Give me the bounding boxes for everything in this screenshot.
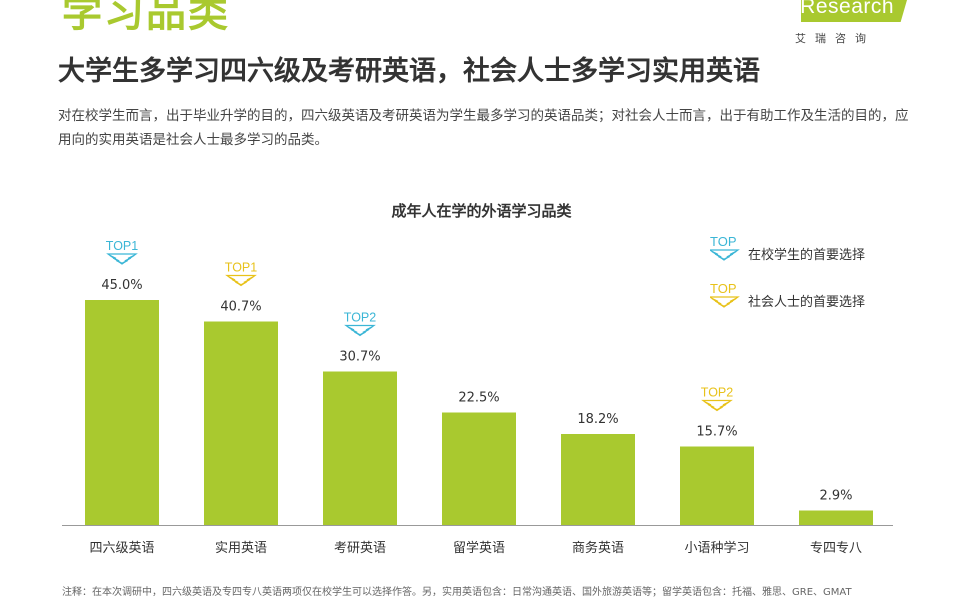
logo-text: iResearch [795,0,895,18]
svg-text:TOP1: TOP1 [225,261,257,275]
top-badge-2: TOP2 [344,311,376,337]
legend-label-student: 在校学生的首要选择 [748,248,866,263]
svg-text:TOP2: TOP2 [701,386,733,400]
bar-1 [204,321,278,525]
data-label-6: 2.9% [819,489,852,504]
category-label-4: 商务英语 [572,540,624,556]
footnote: 注释：在本次调研中，四六级英语及专四专八英语两项仅在校学生可以选择作答。另，实用… [62,587,852,598]
logo-chinese-name: 艾瑞咨询 [795,32,875,45]
category-label-0: 四六级英语 [89,541,154,556]
top-badge-3: TOP2 [701,386,733,412]
main-title: 大学生多学习四六级及考研英语，社会人士多学习实用英语 [58,56,760,87]
category-label-3: 留学英语 [453,540,505,556]
bar-2 [323,371,397,525]
bar-0 [85,300,159,525]
bar-chart: 45.0% 四六级英语 40.7% 实用英语 30.7% 考研英语 22.5% 留学英语 18.… [62,239,893,556]
section-title: 学习品类 [62,0,230,36]
data-label-5: 15.7% [696,425,737,440]
description: 对在校学生而言，出于毕业升学的目的，四六级英语及考研英语为学生最多学习的英语品类… [58,108,909,148]
data-label-1: 40.7% [220,300,261,315]
bar-3 [442,412,516,525]
top-badge-1: TOP1 [225,261,257,287]
bar-6 [799,510,873,525]
bar-5 [680,446,754,525]
svg-text:TOP1: TOP1 [106,239,138,253]
logo-badge [801,0,907,22]
data-label-2: 30.7% [339,350,380,365]
data-label-4: 18.2% [577,412,618,427]
data-label-0: 45.0% [101,278,142,293]
top-badge-icon-yellow: TOP [710,281,740,308]
top-badge-icon-blue: TOP [710,234,740,261]
legend-label-social: 社会人士的首要选择 [748,295,866,310]
svg-text:TOP2: TOP2 [344,311,376,325]
svg-text:TOP: TOP [710,234,737,249]
bar-4 [561,434,635,525]
data-label-3: 22.5% [458,391,499,406]
category-label-2: 考研英语 [334,541,386,556]
svg-text:TOP: TOP [710,281,737,296]
top-badge-0: TOP1 [106,239,138,265]
category-label-5: 小语种学习 [684,540,749,556]
category-label-6: 专四专八 [810,541,862,556]
iresearch-logo: iResearch 艾瑞咨询 [795,0,915,46]
category-label-1: 实用英语 [215,541,267,556]
chart-title: 成年人在学的外语学习品类 [391,202,572,220]
